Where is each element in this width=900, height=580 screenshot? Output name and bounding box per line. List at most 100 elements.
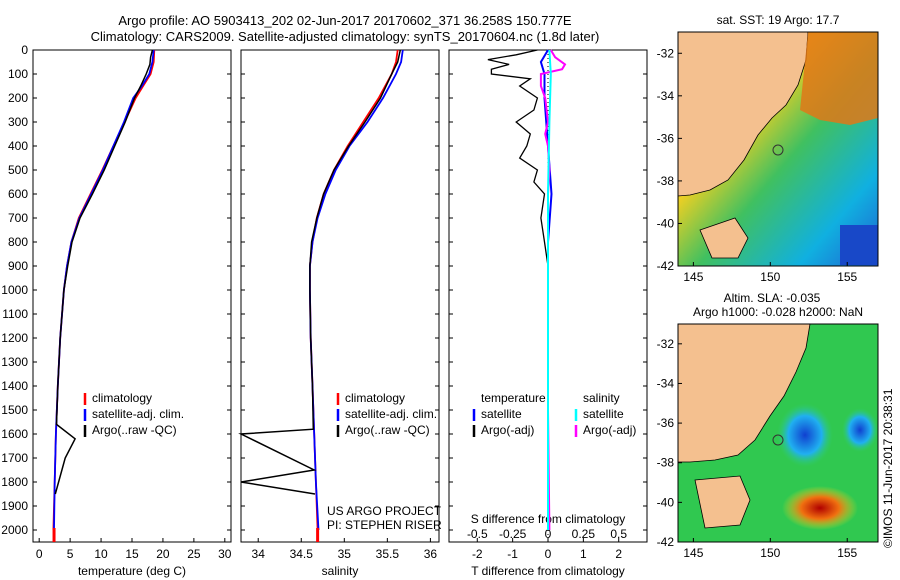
map-y-tick-label: -32 xyxy=(657,46,675,60)
x-tick-label: 34.5 xyxy=(290,547,314,561)
x-tick-label: 5 xyxy=(67,547,74,561)
sla-map-subtitle: Argo h1000: -0.028 h2000: NaN xyxy=(693,305,863,319)
map-tick-labels: 145 150 155 -32 -34 -36 -38 -40 -42 145 150 155 -32 -… xyxy=(657,46,858,560)
sla-warm-eddy xyxy=(782,486,858,530)
depth-tick-label: 600 xyxy=(8,187,28,201)
x-tick-label: 30 xyxy=(218,547,232,561)
legend-label-t-argo: Argo(-adj) xyxy=(481,423,534,437)
sla-land xyxy=(677,323,811,463)
map-x-tick-label: 145 xyxy=(683,270,703,284)
x-tick-label: 15 xyxy=(125,547,139,561)
salinity-series-argo xyxy=(238,49,402,495)
x-tick-label: -1 xyxy=(507,547,518,561)
x-tick-label: 0 xyxy=(545,547,552,561)
depth-tick-label: 500 xyxy=(8,163,28,177)
sla-argo-marker xyxy=(772,434,784,446)
map-y-tick-label: -34 xyxy=(657,376,675,390)
legend-label-s-argo: Argo(-adj) xyxy=(583,423,636,437)
map-y-tick-label: -42 xyxy=(657,259,675,273)
diff-series-t-argo xyxy=(487,49,549,530)
map-y-tick-label: -42 xyxy=(657,535,675,549)
temperature-series-climatology xyxy=(52,49,156,531)
depth-tick-label: 1100 xyxy=(2,307,28,321)
difference-legend: temperature satellite Argo(-adj) salinit… xyxy=(472,391,636,437)
legend-label-satellite: satellite-adj. clim. xyxy=(92,407,184,421)
legend-label-climatology: climatology xyxy=(345,391,405,405)
diff-series-s-satellite xyxy=(547,49,552,530)
map-x-tick-label: 145 xyxy=(683,546,703,560)
depth-tick-label: 300 xyxy=(8,115,28,129)
depth-tick-labels: 0 100 200 300 400 500 600 700 800 900 1000 1100 1200… xyxy=(1,43,647,537)
sst-tasmania xyxy=(699,217,749,259)
diff-series-s-argo xyxy=(539,49,567,531)
x-tick-label: 0 xyxy=(36,547,43,561)
depth-tick-label: 700 xyxy=(8,211,28,225)
depth-tick-label: 1300 xyxy=(1,355,28,369)
depth-tick-label: 1700 xyxy=(1,451,28,465)
salinity-xlabel: salinity xyxy=(322,564,359,578)
depth-tick-label: 400 xyxy=(8,139,28,153)
legend-label-s-satellite: satellite xyxy=(583,407,624,421)
x2-tick-label: 0.25 xyxy=(572,527,596,541)
x2-tick-label: -0.5 xyxy=(467,527,488,541)
map-x-tick-label: 155 xyxy=(837,546,857,560)
sst-map-title: sat. SST: 19 Argo: 17.7 xyxy=(717,13,840,27)
depth-tick-label: 900 xyxy=(8,259,28,273)
map-x-tick-label: 150 xyxy=(760,546,780,560)
sst-map xyxy=(677,31,878,266)
temperature-legend: climatology satellite-adj. clim. Argo(..… xyxy=(83,391,184,437)
depth-tick-label: 2000 xyxy=(1,523,28,537)
depth-tick-label: 1900 xyxy=(1,499,28,513)
map-y-tick-label: -38 xyxy=(657,456,675,470)
depth-tick-label: 1400 xyxy=(1,379,28,393)
sla-cold-eddy-2 xyxy=(842,408,878,452)
map-y-tick-label: -40 xyxy=(657,216,675,230)
salinity-series-satellite xyxy=(308,49,404,531)
map-y-tick-label: -34 xyxy=(657,89,675,103)
x-tick-label: -2 xyxy=(472,547,483,561)
depth-tick-label: 100 xyxy=(8,67,28,81)
sla-tasmania xyxy=(694,475,751,529)
temperature-series-satellite xyxy=(53,49,155,531)
map-y-tick-label: -36 xyxy=(657,131,675,145)
annotation-project: US ARGO PROJECT xyxy=(327,504,442,518)
map-y-tick-label: -40 xyxy=(657,495,675,509)
legend-title-salinity: salinity xyxy=(583,391,620,405)
depth-tick-label: 1000 xyxy=(1,283,28,297)
x-tick-label: 2 xyxy=(615,547,622,561)
credit: ©IMOS 11-Jun-2017 20:38:31 xyxy=(881,388,895,548)
depth-tick-label: 200 xyxy=(8,91,28,105)
map-x-tick-label: 150 xyxy=(760,270,780,284)
sst-argo-marker xyxy=(772,144,784,156)
sla-map-title: Altim. SLA: -0.035 xyxy=(724,291,821,305)
sst-cold-patch xyxy=(840,225,878,265)
legend-label-argo: Argo(..raw -QC) xyxy=(92,423,177,437)
x-tick-label: 34 xyxy=(252,547,266,561)
depth-tick-label: 1500 xyxy=(1,403,28,417)
annotation-pi: PI: STEPHEN RISER xyxy=(327,518,442,532)
salinity-series-climatology xyxy=(308,49,399,531)
x-tick-label: 10 xyxy=(94,547,108,561)
x-tick-label: 36 xyxy=(424,547,438,561)
x-tick-label: 25 xyxy=(187,547,201,561)
map-y-tick-label: -32 xyxy=(657,337,675,351)
depth-tick-label: 1200 xyxy=(1,331,28,345)
depth-tick-label: 1600 xyxy=(1,427,28,441)
temperature-series-argo xyxy=(54,49,154,495)
legend-label-satellite: satellite-adj. clim. xyxy=(345,407,437,421)
x-tick-label: 20 xyxy=(156,547,170,561)
salinity-legend: climatology satellite-adj. clim. Argo(..… xyxy=(336,391,437,437)
sla-cold-eddy xyxy=(777,403,833,467)
legend-label-t-satellite: satellite xyxy=(481,407,522,421)
map-y-tick-label: -38 xyxy=(657,174,675,188)
temperature-xlabel: temperature (deg C) xyxy=(78,564,186,578)
x-tick-label: 35 xyxy=(338,547,352,561)
sst-map-frame xyxy=(677,31,879,267)
map-x-tick-label: 155 xyxy=(837,270,857,284)
x-tick-label: 1 xyxy=(580,547,587,561)
x2-tick-label: 0.5 xyxy=(610,527,627,541)
depth-tick-label: 0 xyxy=(21,43,28,57)
salinity-axes xyxy=(240,49,440,543)
header-line2: Climatology: CARS2009. Satellite-adjuste… xyxy=(91,29,600,44)
